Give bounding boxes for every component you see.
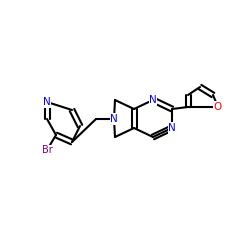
Text: N: N — [110, 114, 118, 124]
Text: N: N — [149, 95, 157, 105]
Text: O: O — [214, 102, 222, 112]
Text: Br: Br — [42, 145, 52, 155]
Text: N: N — [168, 123, 176, 133]
Text: N: N — [43, 97, 51, 107]
